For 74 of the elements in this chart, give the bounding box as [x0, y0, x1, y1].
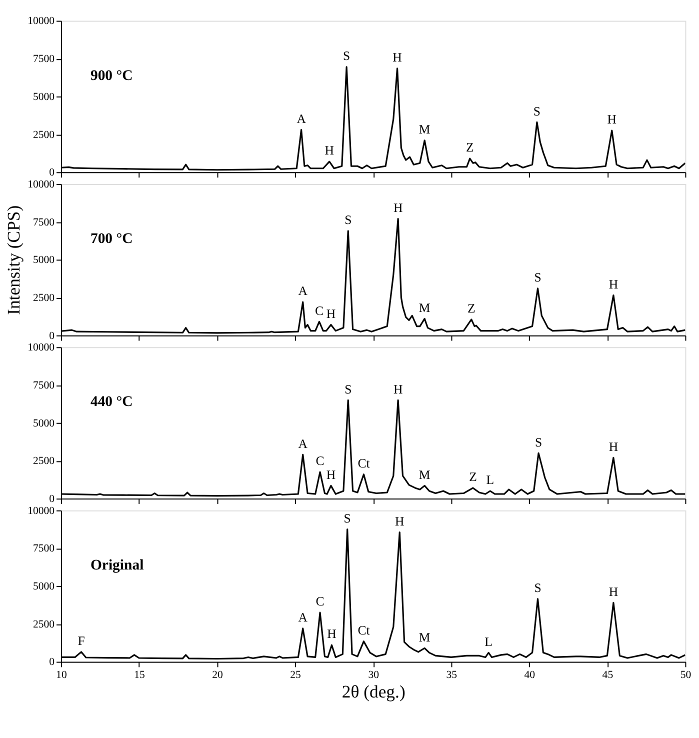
annotation: M	[418, 300, 430, 315]
x-tick-label: 15	[134, 668, 145, 681]
annotation: Z	[469, 470, 478, 484]
x-axis-title: 2θ (deg.)	[342, 682, 406, 702]
annotation: M	[418, 630, 430, 644]
y-axis-title: Intensity (CPS)	[4, 205, 24, 315]
y-tick-label: 5000	[32, 254, 55, 266]
annotation: Ct	[358, 623, 370, 638]
annotation: M	[418, 122, 430, 136]
y-tick-label: 2500	[32, 618, 55, 630]
y-tick-label: 2500	[32, 292, 55, 304]
text: Original	[90, 557, 144, 574]
y-tick-label: 2500	[32, 455, 55, 468]
annotation: S	[343, 49, 350, 64]
text: 900 °C	[90, 68, 133, 84]
annotation: H	[393, 200, 403, 215]
annotation: M	[418, 468, 430, 482]
annotation: H	[326, 468, 336, 482]
annotation: A	[298, 610, 308, 625]
annotation: H	[608, 584, 618, 599]
y-tick-label: 10000	[28, 15, 55, 28]
y-tick-label: 0	[49, 166, 55, 179]
annotation: S	[534, 435, 542, 450]
annotation: Ct	[358, 456, 370, 470]
y-tick-label: 2500	[32, 128, 55, 141]
annotation: H	[326, 306, 336, 321]
y-tick-label: 5000	[32, 90, 55, 103]
y-tick-label: 7500	[32, 379, 55, 392]
annotation: H	[393, 382, 403, 396]
x-tick-label: 30	[368, 668, 379, 681]
annotation: A	[298, 284, 308, 298]
y-tick-label: 7500	[32, 542, 55, 555]
annotation: H	[395, 514, 404, 528]
annotation: S	[344, 511, 351, 526]
y-tick-label: 5000	[32, 417, 55, 430]
annotation: H	[324, 144, 334, 158]
y-tick-label: 0	[49, 493, 55, 505]
x-tick-label: 35	[446, 668, 458, 681]
y-tick-label: 0	[49, 656, 55, 668]
annotation: H	[327, 627, 336, 642]
annotation: C	[314, 304, 324, 318]
annotation: H	[608, 277, 618, 292]
y-tick-label: 7500	[32, 216, 55, 228]
y-tick-label: 5000	[32, 580, 55, 592]
annotation: F	[78, 634, 85, 648]
annotation: A	[298, 436, 308, 451]
y-tick-label: 10000	[28, 504, 55, 517]
annotation: S	[533, 104, 541, 118]
annotation: Z	[468, 302, 476, 316]
y-tick-label: 0	[49, 330, 55, 342]
annotation: H	[607, 112, 616, 127]
x-tick-label: 10	[56, 668, 67, 681]
text: 700 °C	[90, 230, 133, 247]
annotation: S	[344, 382, 352, 396]
y-tick-label: 7500	[32, 53, 55, 66]
annotation: L	[486, 473, 494, 488]
annotation: S	[534, 270, 542, 285]
annotation: H	[392, 50, 402, 65]
y-tick-label: 10000	[28, 342, 55, 354]
annotation: C	[316, 594, 324, 609]
x-tick-label: 45	[602, 668, 614, 681]
annotation: S	[534, 581, 542, 596]
annotation: H	[608, 440, 618, 454]
annotation: A	[296, 112, 307, 126]
y-tick-label: 10000	[28, 178, 55, 190]
x-tick-label: 50	[680, 668, 692, 681]
annotation: L	[484, 634, 493, 649]
x-tick-label: 20	[212, 668, 223, 681]
annotation: C	[316, 454, 324, 468]
annotation: S	[344, 213, 352, 228]
text: 440 °C	[90, 394, 133, 410]
x-tick-label: 25	[290, 668, 301, 681]
x-tick-label: 40	[524, 668, 536, 681]
annotation: Z	[466, 140, 474, 155]
